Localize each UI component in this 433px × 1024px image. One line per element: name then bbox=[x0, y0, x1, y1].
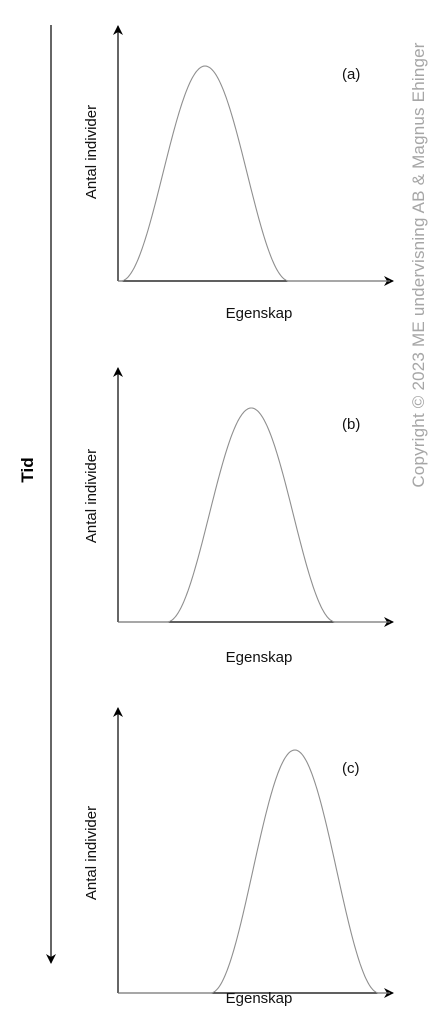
x-axis-label: Egenskap bbox=[226, 305, 293, 322]
distribution-curve bbox=[118, 65, 390, 282]
copyright-text: Copyright © 2023 ME undervisning AB & Ma… bbox=[409, 42, 428, 487]
distribution-curve bbox=[118, 749, 390, 994]
x-axis-label: Egenskap bbox=[226, 990, 293, 1007]
time-axis: Tid bbox=[18, 25, 56, 964]
panel-tag: (c) bbox=[342, 760, 360, 777]
y-axis-label: Antal individer bbox=[83, 806, 100, 900]
y-axis-label: Antal individer bbox=[83, 449, 100, 543]
x-axis-label: Egenskap bbox=[226, 649, 293, 666]
panel-b: (b) Egenskap Antal individer bbox=[83, 367, 394, 666]
panel-a: (a) Egenskap Antal individer bbox=[83, 25, 394, 322]
y-axis-label: Antal individer bbox=[83, 105, 100, 199]
panel-tag: (b) bbox=[342, 416, 360, 433]
panel-tag: (a) bbox=[342, 66, 360, 83]
panel-c: (c) Egenskap Antal individer bbox=[83, 707, 394, 1007]
time-axis-label: Tid bbox=[18, 457, 37, 482]
distribution-curve bbox=[118, 407, 390, 623]
